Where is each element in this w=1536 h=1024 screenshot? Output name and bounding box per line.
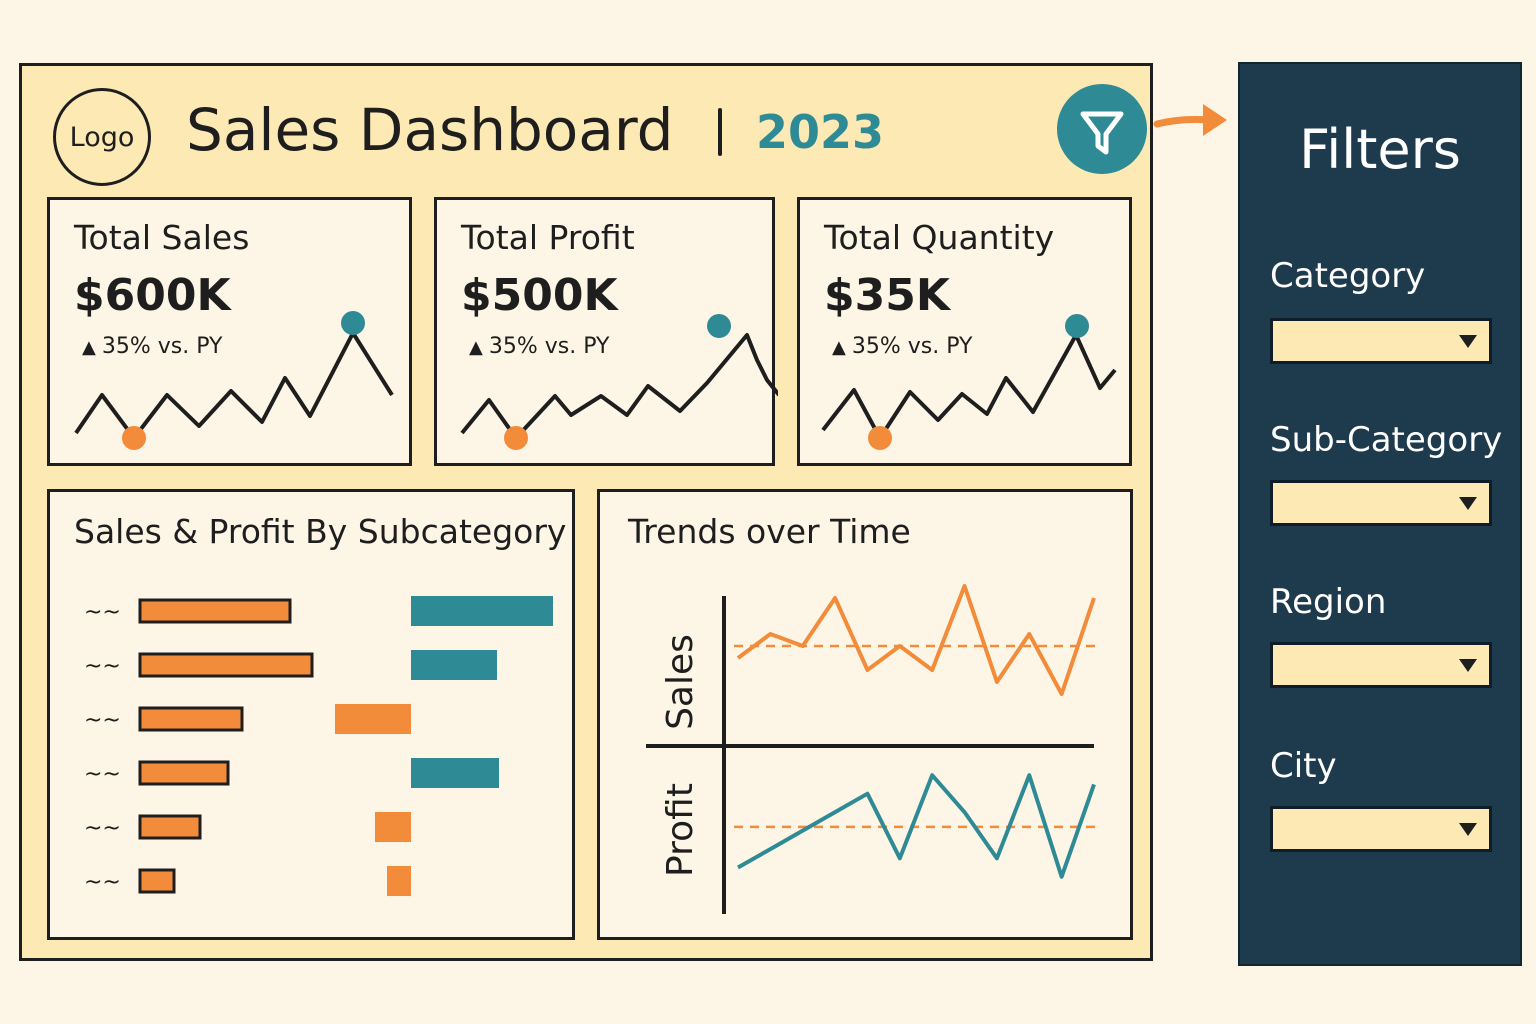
trends-panel: Trends over Time Sales Profit (597, 489, 1133, 940)
category-select[interactable] (1270, 318, 1492, 364)
sales-line (736, 584, 1096, 696)
kpi-card-total-profit: Total Profit $500K ▲ 35% vs. PY (434, 197, 778, 466)
triangle-up-icon: ▲ (469, 337, 483, 358)
sales-bar (138, 760, 230, 786)
kpi-delta: ▲ 35% vs. PY (832, 334, 972, 359)
sales-bar (138, 814, 202, 840)
kpi-title: Total Quantity (824, 218, 1055, 257)
row-label: ~~ (84, 762, 121, 787)
filter-label-region: Region (1270, 582, 1387, 622)
subcategory-panel: Sales & Profit By Subcategory ~~ ~~ ~~ ~~ ~~… (47, 489, 575, 940)
profit-bar (411, 650, 497, 680)
kpi-delta: ▲ 35% vs. PY (469, 334, 609, 359)
row-label: ~~ (84, 600, 121, 625)
row-label: ~~ (84, 708, 121, 733)
row-label: ~~ (84, 654, 121, 679)
sparkline (74, 311, 394, 450)
panel-title: Trends over Time (628, 512, 911, 551)
filter-label-sub-category: Sub-Category (1270, 420, 1503, 460)
triangle-up-icon: ▲ (82, 337, 96, 358)
filter-label-city: City (1270, 746, 1337, 786)
row-label: ~~ (84, 816, 121, 841)
triangle-up-icon: ▲ (832, 337, 846, 358)
sales-bar (138, 868, 176, 894)
sales-bar (138, 706, 244, 732)
sales-bar (138, 652, 314, 678)
logo: Logo (53, 88, 151, 186)
filter-label-category: Category (1270, 256, 1426, 296)
sparkline (821, 314, 1117, 450)
caret-down-icon (1459, 823, 1477, 836)
page-title: Sales Dashboard (186, 96, 674, 164)
kpi-card-total-quantity: Total Quantity $35K ▲ 35% vs. PY (797, 197, 1132, 466)
kpi-delta-text: 35% vs. PY (101, 334, 223, 359)
kpi-value: $600K (74, 270, 231, 321)
region-select[interactable] (1270, 642, 1492, 688)
caret-down-icon (1459, 335, 1477, 348)
arrow-right-icon (1153, 104, 1227, 136)
kpi-value: $500K (461, 270, 618, 321)
profit-bar (335, 704, 411, 734)
sub-category-select[interactable] (1270, 480, 1492, 526)
sparkline (460, 314, 778, 450)
title-divider (718, 108, 722, 156)
kpi-card-total-sales: Total Sales $600K ▲ 35% vs. PY (47, 197, 412, 466)
kpi-value: $35K (824, 270, 950, 321)
panel-title: Sales & Profit By Subcategory (74, 512, 567, 551)
year-label: 2023 (756, 105, 885, 159)
filters-title: Filters (1299, 118, 1461, 181)
subcategory-bar-chart: ~~ ~~ ~~ ~~ ~~ ~~ (84, 596, 553, 896)
caret-down-icon (1459, 497, 1477, 510)
profit-bar (411, 758, 499, 788)
profit-bar (411, 596, 553, 626)
kpi-delta-text: 35% vs. PY (488, 334, 610, 359)
kpi-title: Total Sales (74, 218, 250, 257)
filter-button[interactable] (1057, 84, 1147, 174)
caret-down-icon (1459, 659, 1477, 672)
profit-bar (375, 812, 411, 842)
sales-bar (138, 598, 292, 624)
profit-line (737, 773, 1096, 879)
row-label: ~~ (84, 870, 121, 895)
logo-text: Logo (69, 121, 135, 153)
kpi-delta: ▲ 35% vs. PY (82, 334, 222, 359)
filter-funnel-icon (1080, 111, 1124, 155)
kpi-delta-text: 35% vs. PY (851, 334, 973, 359)
profit-bar (387, 866, 411, 896)
filters-sidebar: Filters Category Sub-Category Region Cit… (1238, 62, 1522, 966)
profit-axis-label: Profit (660, 783, 701, 877)
trends-line-chart: Sales Profit (646, 584, 1098, 914)
city-select[interactable] (1270, 806, 1492, 852)
kpi-title: Total Profit (461, 218, 635, 257)
sales-axis-label: Sales (660, 634, 701, 730)
